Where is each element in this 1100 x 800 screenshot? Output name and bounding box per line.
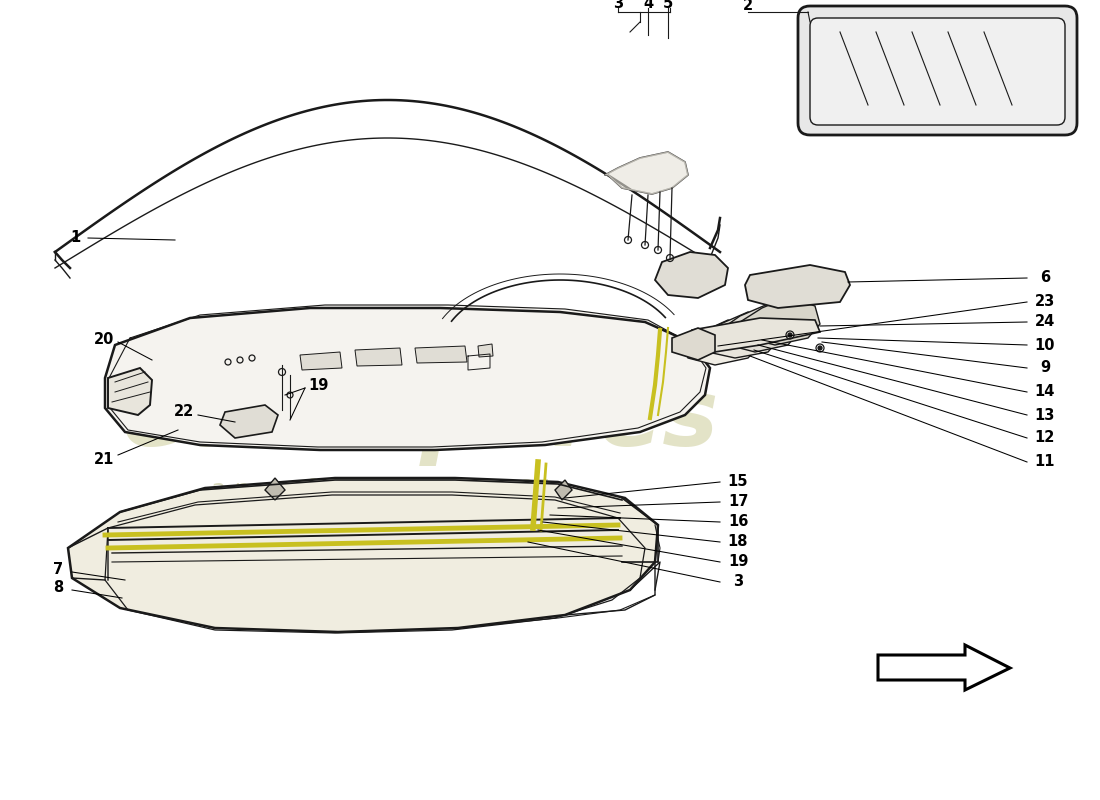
- Polygon shape: [740, 297, 820, 345]
- Text: 3: 3: [733, 574, 744, 590]
- Text: 14: 14: [1035, 385, 1055, 399]
- Polygon shape: [720, 304, 800, 352]
- Text: 7: 7: [53, 562, 63, 578]
- Circle shape: [788, 333, 792, 337]
- Text: 15: 15: [728, 474, 748, 490]
- Polygon shape: [300, 352, 342, 370]
- Polygon shape: [680, 320, 760, 365]
- Text: 22: 22: [174, 405, 194, 419]
- Text: 21: 21: [94, 453, 114, 467]
- Polygon shape: [104, 308, 710, 450]
- Polygon shape: [556, 480, 572, 500]
- Polygon shape: [692, 318, 820, 355]
- Polygon shape: [355, 348, 402, 366]
- Polygon shape: [878, 645, 1010, 690]
- Text: 20: 20: [94, 333, 114, 347]
- Polygon shape: [108, 305, 706, 447]
- Text: 19: 19: [728, 554, 748, 570]
- Text: 10: 10: [1035, 338, 1055, 353]
- Polygon shape: [700, 312, 780, 358]
- Text: 13: 13: [1035, 407, 1055, 422]
- Text: 8: 8: [53, 581, 63, 595]
- Text: 1: 1: [70, 230, 80, 246]
- Polygon shape: [108, 368, 152, 415]
- Polygon shape: [672, 328, 715, 360]
- Text: 4: 4: [642, 0, 653, 11]
- Polygon shape: [654, 252, 728, 298]
- Text: 18: 18: [728, 534, 748, 550]
- Circle shape: [818, 346, 822, 350]
- Polygon shape: [220, 405, 278, 438]
- Text: 19: 19: [308, 378, 328, 394]
- Text: 17: 17: [728, 494, 748, 510]
- FancyBboxPatch shape: [798, 6, 1077, 135]
- Polygon shape: [265, 478, 285, 500]
- Text: 3: 3: [613, 0, 623, 11]
- Text: 6: 6: [1040, 270, 1050, 286]
- Polygon shape: [415, 346, 468, 363]
- Text: 5: 5: [663, 0, 673, 11]
- Text: 16: 16: [728, 514, 748, 530]
- Polygon shape: [745, 265, 850, 308]
- FancyBboxPatch shape: [810, 18, 1065, 125]
- Polygon shape: [605, 152, 688, 194]
- Text: a page from for since 1985: a page from for since 1985: [210, 478, 550, 502]
- Text: 23: 23: [1035, 294, 1055, 310]
- Text: 11: 11: [1035, 454, 1055, 470]
- Text: 24: 24: [1035, 314, 1055, 330]
- Text: 12: 12: [1035, 430, 1055, 446]
- Text: 2: 2: [742, 0, 754, 14]
- Text: eurospares: eurospares: [121, 374, 718, 466]
- Text: 9: 9: [1040, 361, 1050, 375]
- Polygon shape: [478, 344, 493, 357]
- Polygon shape: [68, 478, 658, 632]
